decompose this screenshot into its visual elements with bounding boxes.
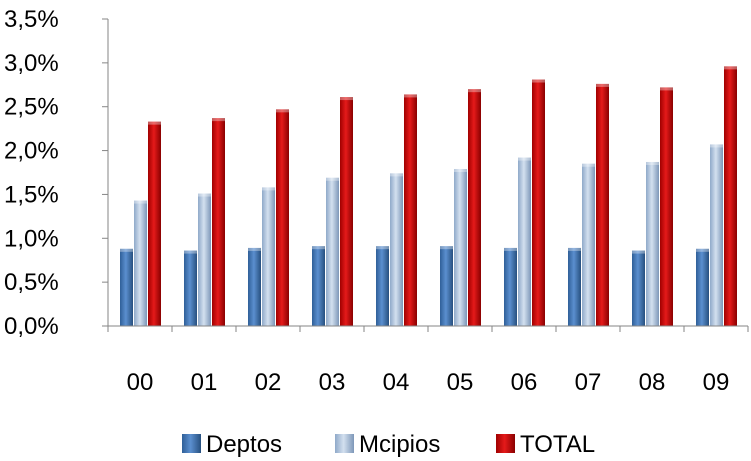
x-tick-label: 09 [703,369,730,396]
bar-mcipios-07 [582,163,595,326]
y-tick-label: 1,0% [4,225,59,252]
bar-deptos-03 [312,246,325,326]
bar-highlight-total-08 [660,87,673,91]
bar-total-05 [468,89,481,327]
bar-deptos-05 [440,246,453,326]
bar-highlight-mcipios-02 [262,187,275,191]
y-tick-label: 2,5% [4,94,59,121]
bar-deptos-09 [696,248,709,326]
bar-highlight-deptos-04 [376,246,389,250]
bar-highlight-mcipios-06 [518,157,531,161]
x-tick-label: 02 [255,369,282,396]
bar-total-01 [212,118,225,326]
x-tick-label: 05 [447,369,474,396]
y-tick-label: 0,0% [4,313,59,340]
bar-highlight-mcipios-04 [390,173,403,177]
bar-highlight-deptos-03 [312,246,325,250]
y-tick-label: 0,5% [4,269,59,296]
bar-highlight-total-04 [404,94,417,98]
bar-highlight-mcipios-01 [198,193,211,197]
bar-deptos-01 [184,250,197,326]
bar-highlight-total-03 [340,97,353,101]
axes-group: 0,0% 0,5% 1,0% 1,5% 2,0% 2,5% 3,0% 3,5% 00 01 02 03… [4,6,749,396]
bar-mcipios-06 [518,157,531,326]
x-tick-label: 08 [639,369,666,396]
bar-highlight-total-09 [724,66,737,70]
bar-highlight-deptos-02 [248,247,261,251]
bar-total-09 [724,66,737,326]
bar-highlight-deptos-05 [440,246,453,250]
x-tick-label: 07 [575,369,602,396]
bar-mcipios-01 [198,193,211,326]
bar-deptos-06 [504,247,517,326]
bar-highlight-mcipios-00 [134,200,147,204]
bar-deptos-02 [248,247,261,326]
legend-label-total: TOTAL [520,431,595,458]
bar-highlight-deptos-01 [184,250,197,254]
bar-highlight-mcipios-08 [646,161,659,165]
bar-mcipios-04 [390,173,403,326]
bar-total-06 [532,79,545,326]
bars-group [120,66,737,327]
x-tick-label: 00 [127,369,154,396]
x-tick-label: 06 [511,369,538,396]
bar-highlight-deptos-07 [568,247,581,251]
x-tick-label: 04 [383,369,410,396]
legend: Deptos Mcipios TOTAL [182,431,595,458]
bar-highlight-deptos-00 [120,248,133,252]
y-tick-label: 3,5% [4,6,59,33]
bar-highlight-total-02 [276,109,289,113]
legend-swatch-mcipios [335,434,354,453]
bar-highlight-total-06 [532,79,545,83]
bar-highlight-mcipios-03 [326,177,339,181]
bar-highlight-total-07 [596,83,609,87]
bar-total-07 [596,83,609,326]
x-tick-label: 01 [191,369,218,396]
y-tick-label: 1,5% [4,181,59,208]
bar-total-00 [148,121,161,326]
legend-label-mcipios: Mcipios [359,431,440,458]
bar-highlight-mcipios-09 [710,144,723,148]
bar-mcipios-09 [710,144,723,326]
bar-total-02 [276,109,289,327]
bar-highlight-deptos-09 [696,248,709,252]
legend-swatch-total [496,434,515,453]
bar-mcipios-03 [326,177,339,326]
bar-highlight-mcipios-05 [454,168,467,172]
bar-highlight-mcipios-07 [582,163,595,167]
bar-highlight-deptos-08 [632,250,645,254]
bar-mcipios-05 [454,168,467,326]
bar-highlight-total-05 [468,89,481,93]
bar-highlight-total-00 [148,121,161,125]
bar-deptos-00 [120,248,133,326]
bar-deptos-04 [376,246,389,326]
bar-highlight-total-01 [212,118,225,122]
bar-deptos-08 [632,250,645,326]
bar-mcipios-08 [646,161,659,326]
bar-total-03 [340,97,353,327]
bar-mcipios-02 [262,187,275,326]
bar-deptos-07 [568,247,581,326]
x-tick-label: 03 [319,369,346,396]
bar-total-04 [404,94,417,326]
legend-label-deptos: Deptos [206,431,282,458]
y-tick-label: 3,0% [4,50,59,77]
legend-swatch-deptos [182,434,201,453]
bar-highlight-deptos-06 [504,247,517,251]
bar-mcipios-00 [134,200,147,326]
bar-total-08 [660,87,673,326]
y-tick-label: 2,0% [4,138,59,165]
